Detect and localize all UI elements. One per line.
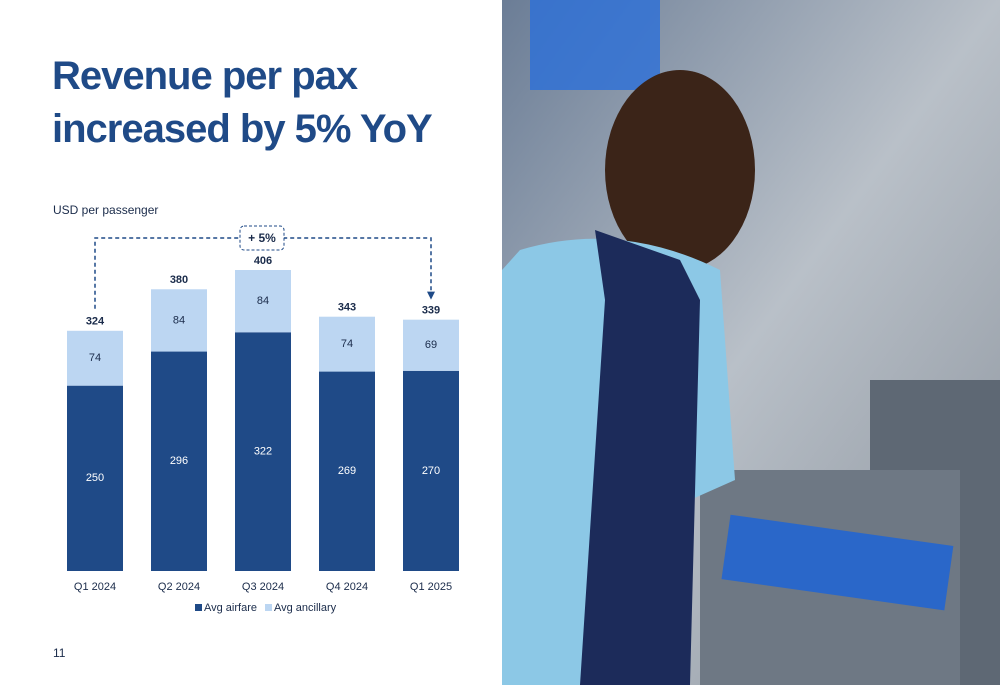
x-tick-label: Q3 2024 xyxy=(242,581,284,593)
value-label: 296 xyxy=(170,455,188,467)
bar-segment xyxy=(151,351,207,571)
page-number: 11 xyxy=(53,646,66,660)
value-label: 84 xyxy=(173,314,185,326)
legend-label: Avg airfare xyxy=(204,602,257,614)
value-label: 269 xyxy=(338,465,356,477)
total-label: 339 xyxy=(422,305,440,317)
value-label: 69 xyxy=(425,339,437,351)
person-head xyxy=(605,70,755,270)
bar-segment xyxy=(319,371,375,571)
value-label: 270 xyxy=(422,465,440,477)
bar-segment xyxy=(235,332,291,571)
total-label: 406 xyxy=(254,255,272,267)
x-tick-label: Q1 2024 xyxy=(74,581,116,593)
annotation-box xyxy=(239,225,285,251)
x-tick-label: Q4 2024 xyxy=(326,581,368,593)
legend-swatch xyxy=(265,604,272,611)
bar-segment xyxy=(67,330,123,386)
total-label: 343 xyxy=(338,302,356,314)
total-label: 380 xyxy=(170,274,188,286)
cabin-light xyxy=(530,0,660,90)
x-tick-label: Q1 2025 xyxy=(410,581,452,593)
annotation-text: + 5% xyxy=(248,231,276,245)
value-label: 250 xyxy=(86,472,104,484)
value-label: 74 xyxy=(89,352,101,364)
tray xyxy=(721,514,954,611)
bar-segment xyxy=(319,316,375,372)
slide-title: Revenue per pax increased by 5% YoY xyxy=(52,54,433,151)
y-axis-label: USD per passenger xyxy=(53,203,158,217)
value-label: 322 xyxy=(254,446,272,458)
bar-segment xyxy=(235,270,291,333)
bar-segment xyxy=(67,385,123,571)
value-label: 84 xyxy=(257,295,269,307)
annotation-arrow xyxy=(427,291,435,300)
apron xyxy=(580,230,700,685)
bar-segment xyxy=(403,370,459,571)
bar-segment xyxy=(403,319,459,371)
legend-swatch xyxy=(195,604,202,611)
value-label: 74 xyxy=(341,338,353,350)
photo xyxy=(502,0,1000,685)
legend-label: Avg ancillary xyxy=(274,602,337,614)
total-label: 324 xyxy=(86,316,105,328)
bar-segment xyxy=(151,289,207,352)
x-tick-label: Q2 2024 xyxy=(158,581,200,593)
